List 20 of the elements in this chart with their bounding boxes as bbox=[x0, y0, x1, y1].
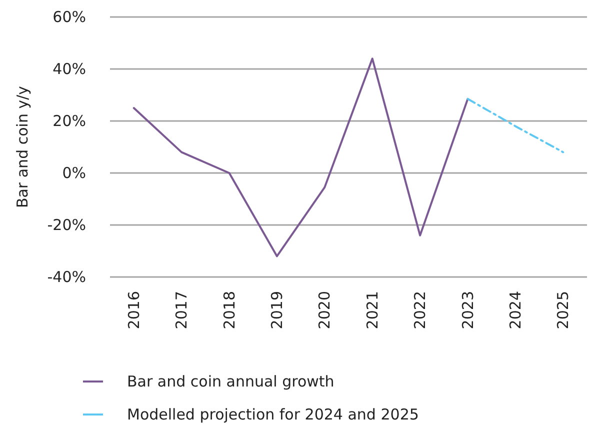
x-tick-label: 2021 bbox=[363, 291, 382, 330]
y-axis-title: Bar and coin y/y bbox=[14, 86, 32, 208]
legend-label: Modelled projection for 2024 and 2025 bbox=[127, 406, 419, 424]
y-tick-label: 60% bbox=[52, 8, 86, 26]
x-tick-label: 2017 bbox=[172, 291, 191, 330]
x-tick-label: 2016 bbox=[124, 291, 143, 330]
x-tick-label: 2020 bbox=[316, 291, 334, 330]
x-tick-label: 2023 bbox=[458, 291, 477, 330]
x-tick-label: 2025 bbox=[554, 291, 572, 330]
x-tick-label: 2022 bbox=[411, 291, 430, 330]
x-tick-label: 2018 bbox=[220, 291, 238, 330]
x-tick-label: 2024 bbox=[506, 291, 524, 330]
y-tick-label: 20% bbox=[52, 112, 86, 130]
legend-label: Bar and coin annual growth bbox=[127, 372, 334, 390]
y-tick-label: 40% bbox=[52, 60, 86, 78]
y-tick-label: -20% bbox=[47, 216, 86, 234]
y-tick-label: -40% bbox=[47, 268, 86, 286]
y-tick-label: 0% bbox=[62, 164, 86, 182]
x-tick-label: 2019 bbox=[268, 291, 286, 330]
line-series bbox=[132, 58, 469, 258]
